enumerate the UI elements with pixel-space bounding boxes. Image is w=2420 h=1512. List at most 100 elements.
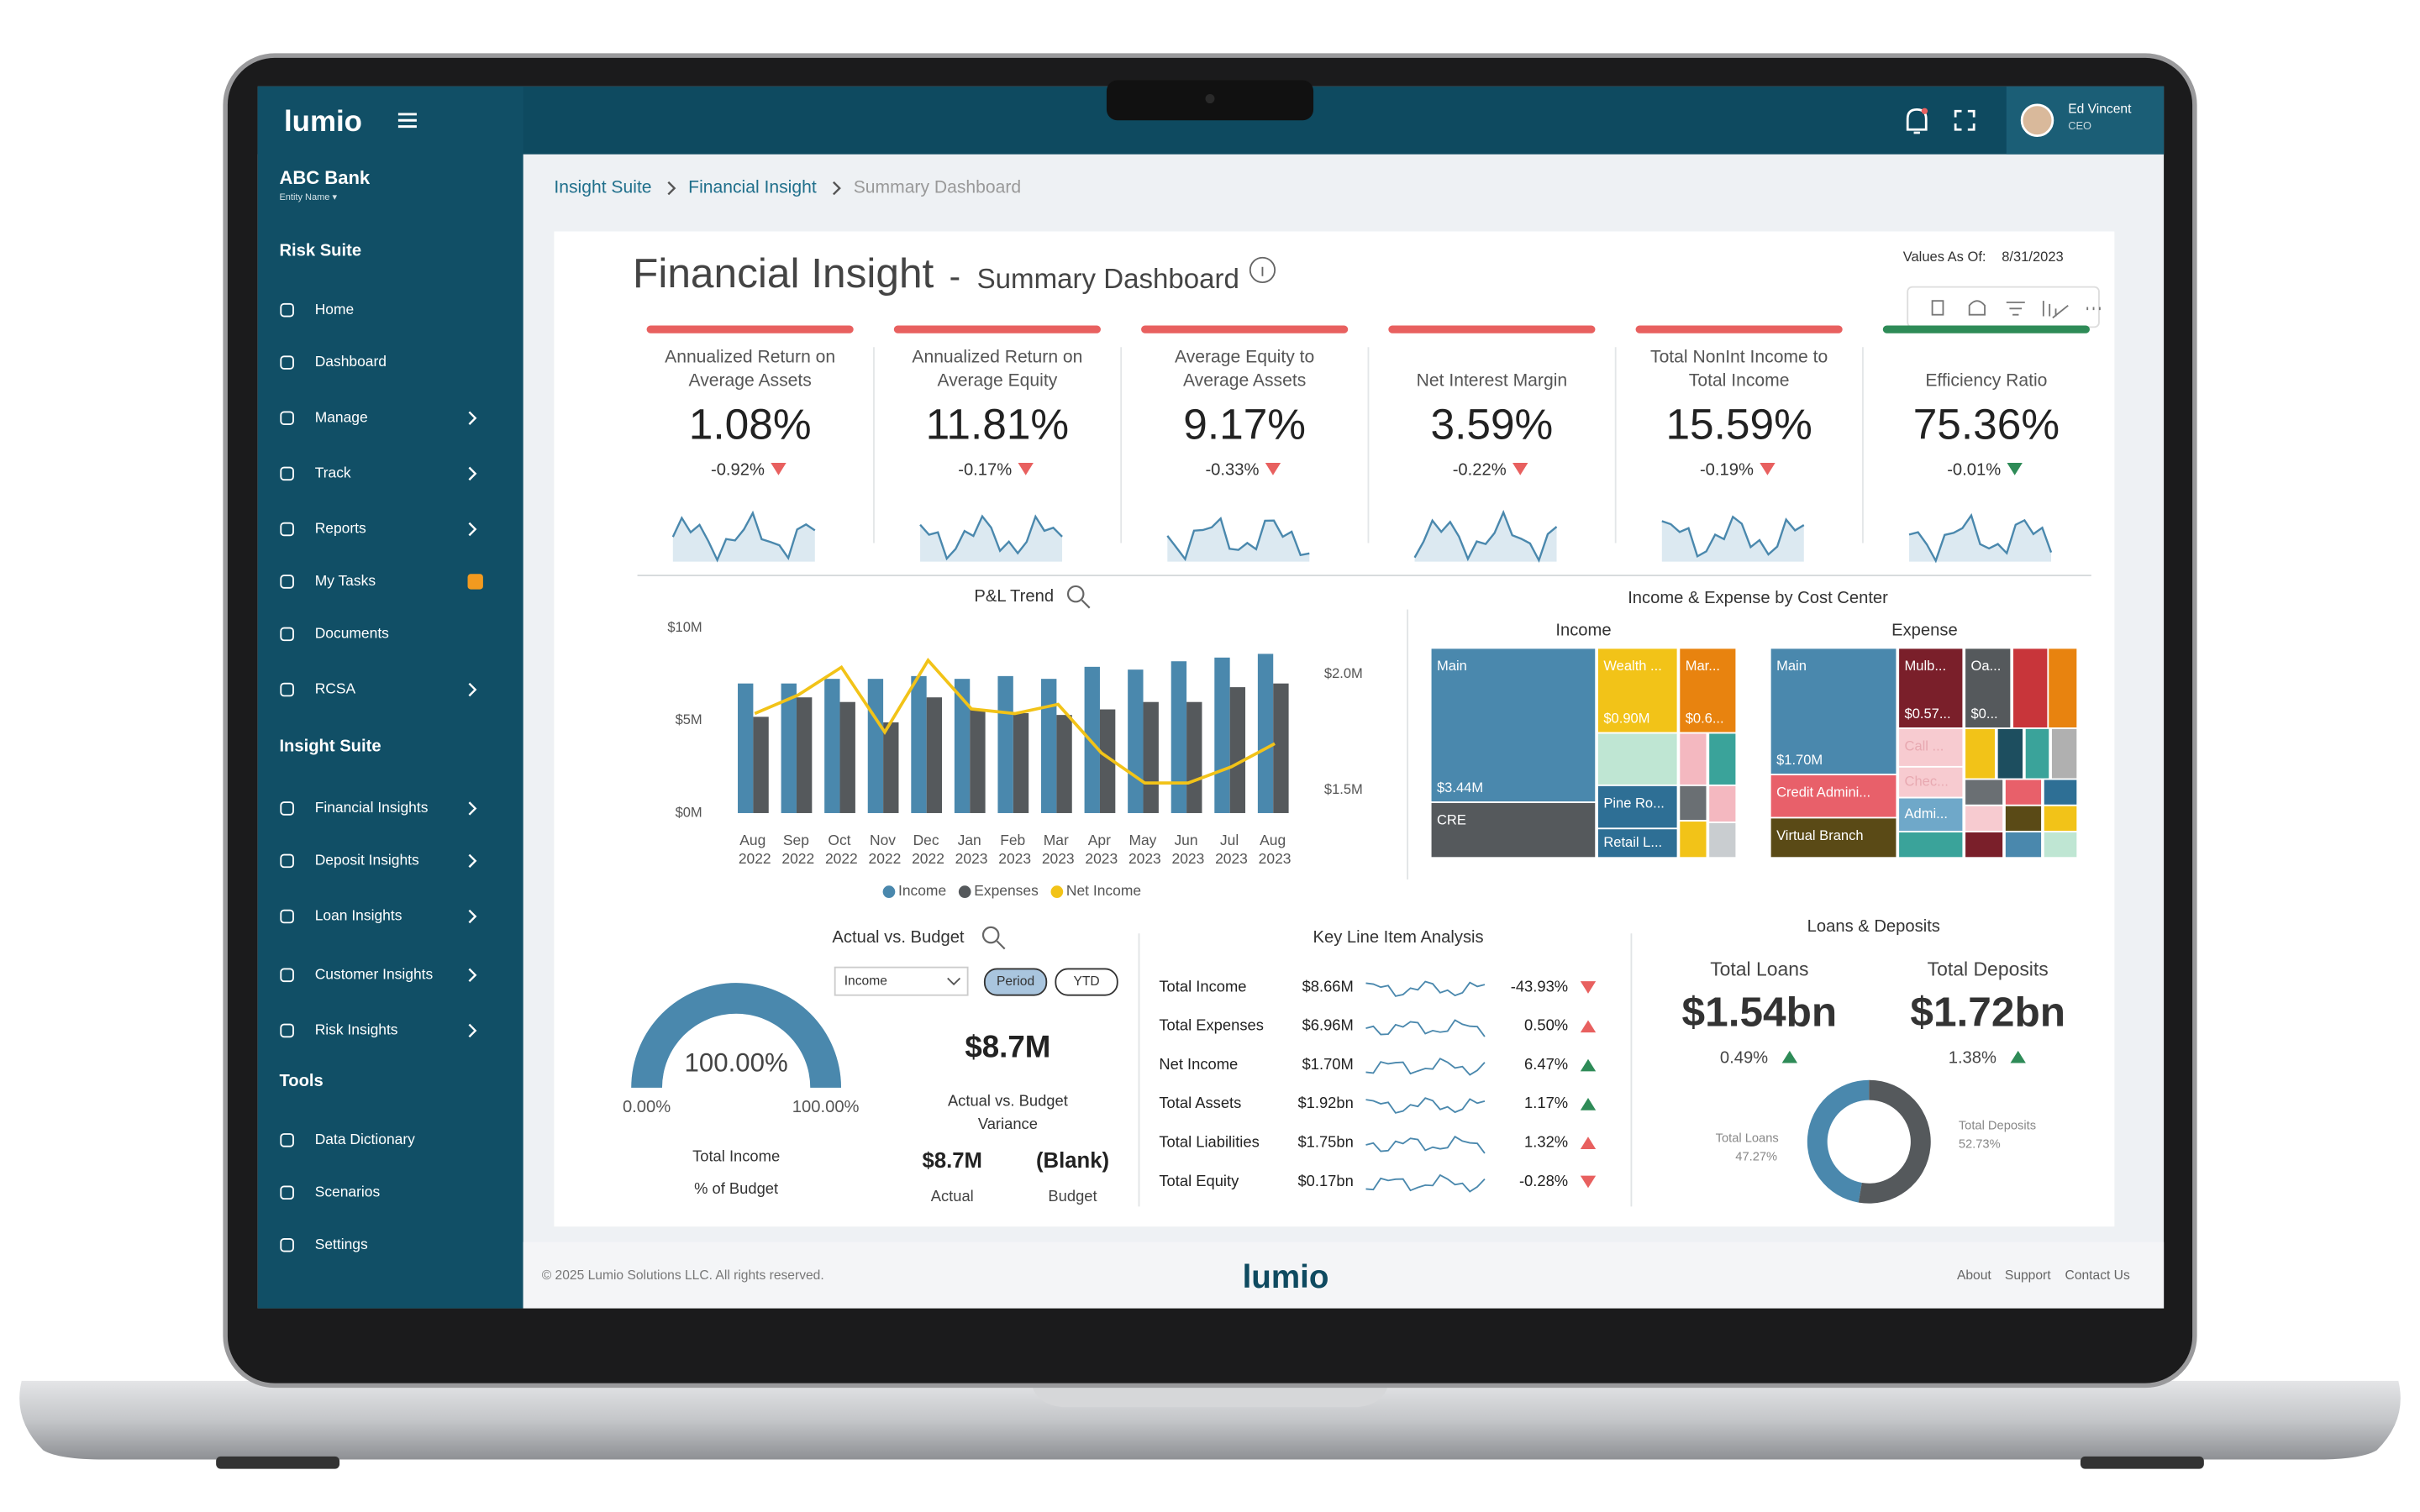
- nav-item[interactable]: Dashboard: [315, 353, 387, 370]
- toggle-button[interactable]: [1055, 968, 1118, 996]
- treemap-cell[interactable]: [1678, 647, 1738, 734]
- treemap-label: Main: [1437, 658, 1467, 674]
- legend-label: Expenses: [974, 882, 1039, 899]
- nav-item[interactable]: Reports: [315, 520, 366, 537]
- treemap-cell[interactable]: [1897, 765, 1965, 799]
- bar: [1229, 687, 1246, 813]
- zoom-lens: [1066, 585, 1085, 603]
- nav-icon: [280, 801, 294, 816]
- bar: [781, 683, 797, 813]
- trend-arrow: [1580, 1098, 1597, 1110]
- bar: [753, 717, 769, 813]
- kpi-label: Net Interest Margin: [1417, 370, 1568, 390]
- x-tick-line: Jan: [958, 832, 986, 848]
- toggle-button[interactable]: [983, 968, 1048, 996]
- footer-link[interactable]: Support: [2005, 1268, 2051, 1283]
- section-title: Actual vs. Budget: [832, 928, 964, 947]
- treemap-label: Mulb...: [1905, 658, 1947, 674]
- nav-item[interactable]: Deposit Insights: [315, 852, 419, 869]
- zoom-icon[interactable]: [1066, 585, 1091, 609]
- nav-item[interactable]: Risk Insights: [315, 1021, 398, 1038]
- nav-item[interactable]: Home: [315, 301, 355, 318]
- treemap-cell[interactable]: [1597, 647, 1679, 734]
- treemap-cell[interactable]: [1769, 647, 1898, 775]
- x-tick-line: 2023: [998, 850, 1031, 867]
- gauge-value: [631, 983, 842, 1088]
- line-item-change: -43.93%: [1511, 977, 1568, 995]
- dropdown[interactable]: [834, 966, 969, 996]
- zoom-icon[interactable]: [981, 926, 1006, 950]
- nav-item[interactable]: Financial Insights: [315, 799, 429, 816]
- chevron: [468, 968, 477, 983]
- dashboard-subtitle: Summary Dashboard: [977, 264, 1239, 295]
- nav-item[interactable]: Documents: [315, 625, 389, 642]
- kpi-change: -0.92%: [711, 461, 765, 480]
- nav-item[interactable]: Data Dictionary: [315, 1131, 415, 1147]
- kpi-accent: [1882, 325, 2090, 333]
- treemap-cell[interactable]: [1897, 727, 1965, 768]
- nav-item[interactable]: Loan Insights: [315, 907, 402, 924]
- donut-value-label: 52.73%: [1959, 1138, 2001, 1152]
- user-role: CEO: [2068, 119, 2091, 132]
- footer-link[interactable]: Contact Us: [2065, 1268, 2130, 1283]
- laptop-foot: [2080, 1456, 2204, 1469]
- kpi-accent: [893, 325, 1101, 333]
- trend-arrow: [1512, 463, 1528, 475]
- info-icon[interactable]: [1249, 256, 1276, 284]
- nav-item[interactable]: RCSA: [315, 680, 356, 697]
- footer-link[interactable]: About: [1957, 1268, 1991, 1283]
- x-tick-line: May: [1128, 832, 1160, 848]
- nav-item[interactable]: Scenarios: [315, 1183, 381, 1200]
- x-tick-line: Jun: [1174, 832, 1202, 848]
- treemap-cell[interactable]: [1597, 784, 1679, 830]
- nav-item[interactable]: My Tasks: [315, 572, 376, 589]
- kpi-change: -0.01%: [1947, 461, 2001, 480]
- treemap-cell: [1597, 732, 1679, 786]
- breadcrumb-item[interactable]: Financial Insight: [688, 178, 817, 197]
- notification-dot: [1921, 108, 1928, 114]
- bar: [883, 722, 899, 813]
- line-item-name: Total Liabilities: [1159, 1132, 1259, 1150]
- nav-item[interactable]: Customer Insights: [315, 965, 434, 982]
- nav-item[interactable]: Track: [315, 464, 351, 480]
- treemap-cell[interactable]: [1897, 647, 1965, 729]
- kpi-label: Average Equity to: [1175, 348, 1314, 367]
- x-tick-line: Aug: [1260, 832, 1290, 848]
- nav-icon: [280, 1185, 294, 1200]
- entity-selector[interactable]: Entity Name ▾: [279, 192, 337, 202]
- menu-icon[interactable]: [397, 113, 417, 129]
- breadcrumb-item[interactable]: Insight Suite: [554, 178, 651, 197]
- avatar[interactable]: [2020, 103, 2054, 138]
- bell-icon[interactable]: [1906, 108, 1928, 134]
- donut-label: Total Loans: [1716, 1131, 1779, 1145]
- entity-name[interactable]: ABC Bank: [279, 167, 370, 188]
- treemap-cell[interactable]: [1964, 647, 2012, 729]
- nav-item[interactable]: Manage: [315, 408, 368, 425]
- treemap-cell[interactable]: [1769, 816, 1898, 859]
- treemap-cell[interactable]: [1897, 796, 1965, 832]
- chevron: [468, 853, 477, 869]
- fullscreen-icon[interactable]: [1954, 109, 1975, 131]
- sparkline-area: [1661, 517, 1804, 562]
- treemap-label: Credit Admini...: [1776, 784, 1870, 800]
- x-tick-line: Oct: [828, 832, 855, 848]
- treemap-cell: [2042, 804, 2079, 832]
- logo[interactable]: lumio: [284, 105, 362, 138]
- treemap-cell: [1996, 727, 2024, 780]
- treemap-cell[interactable]: [1597, 827, 1679, 859]
- user-name: Ed Vincent: [2068, 102, 2132, 117]
- trend-arrow: [1580, 1058, 1597, 1072]
- bar: [1214, 657, 1230, 813]
- nav-icon: [280, 1237, 294, 1252]
- treemap-cell: [2004, 831, 2043, 859]
- x-tick-line: 2022: [739, 850, 771, 867]
- chevron: [468, 682, 477, 697]
- treemap-cell[interactable]: [1429, 647, 1597, 804]
- treemap-cell[interactable]: [1429, 801, 1597, 859]
- line-item-name: Total Assets: [1159, 1094, 1241, 1111]
- sparkline: [1365, 980, 1486, 997]
- bar: [1257, 654, 1274, 813]
- section-title: Loans & Deposits: [1807, 917, 1940, 936]
- nav-item[interactable]: Settings: [315, 1236, 368, 1252]
